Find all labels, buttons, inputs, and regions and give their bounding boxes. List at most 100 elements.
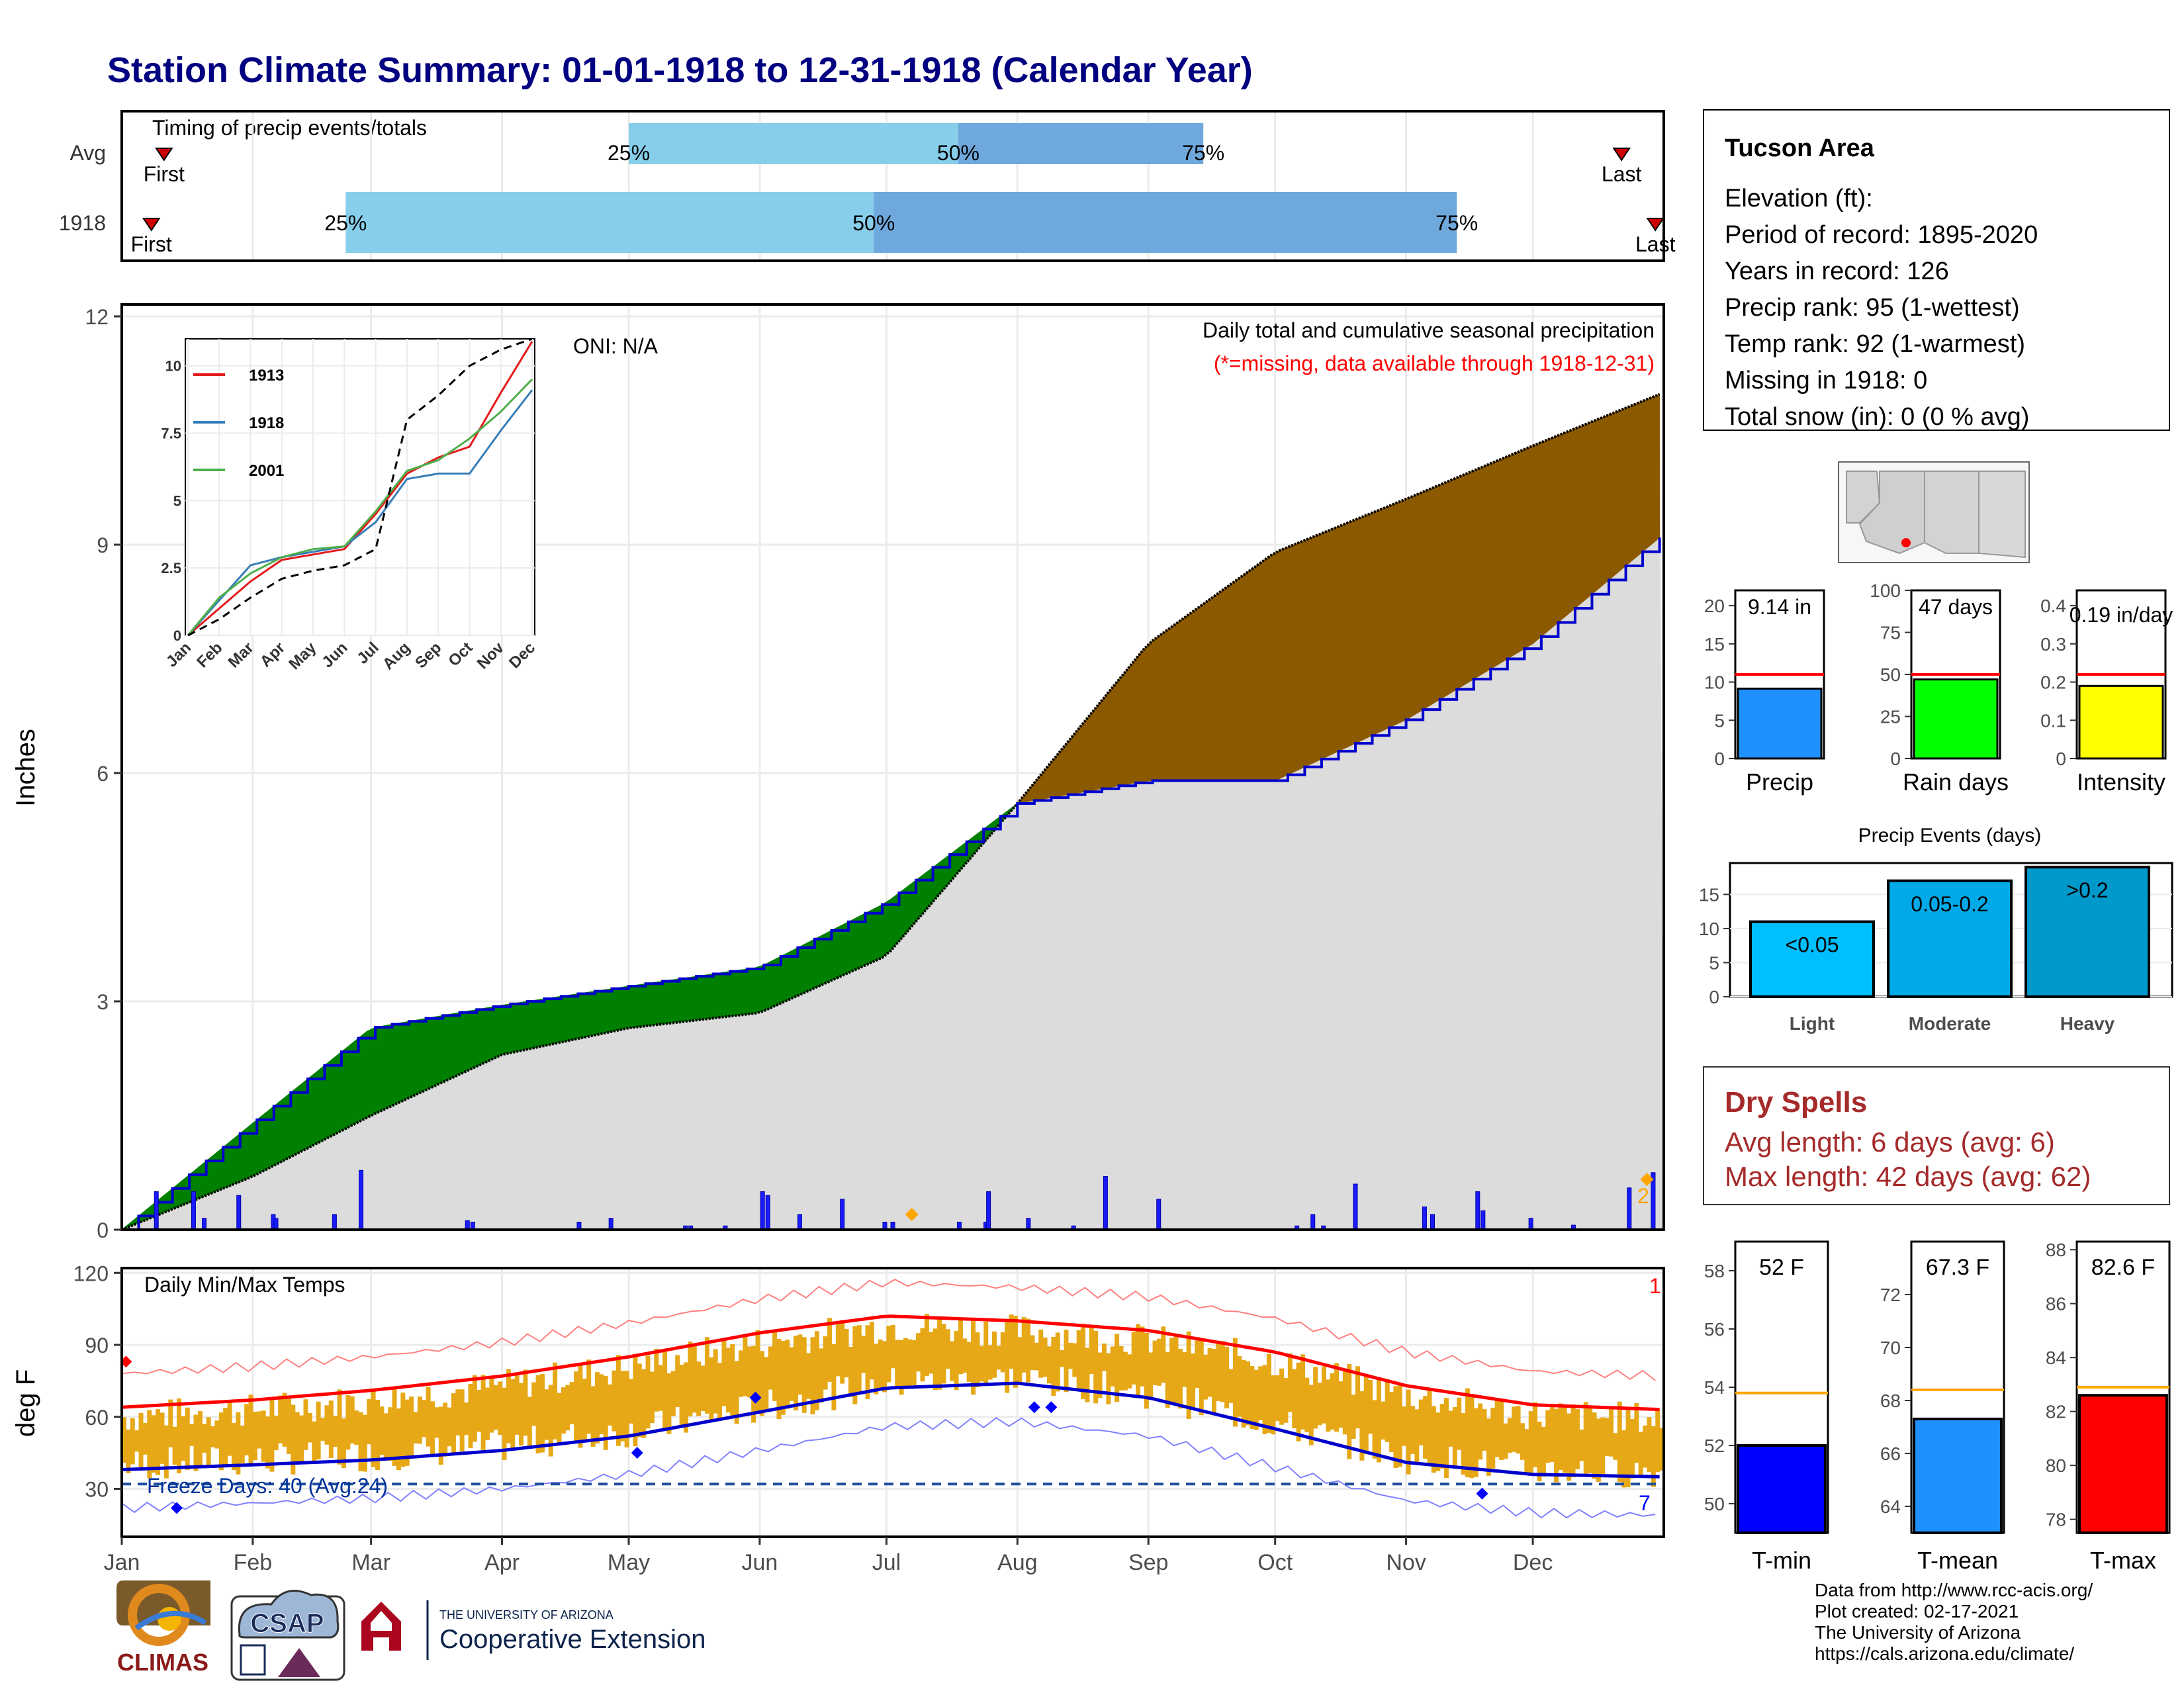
daily-temp-bar: [1613, 1433, 1618, 1460]
events-bar: [2025, 866, 2150, 999]
daily-temp-bar: [1250, 1365, 1255, 1430]
precip-diff-band: [1439, 480, 1449, 700]
daily-temp-bar: [422, 1400, 427, 1438]
daily-temp-bar: [776, 1338, 782, 1420]
precip-y-tick-label: 12: [85, 305, 109, 329]
daily-temp-bar: [1376, 1377, 1381, 1463]
daily-temp-bar: [1118, 1346, 1124, 1391]
precip-diff-band: [679, 977, 688, 1023]
daily-temp-bar: [168, 1399, 173, 1447]
daily-temp-bar: [1300, 1354, 1305, 1430]
daily-temp-bar: [971, 1320, 976, 1395]
daily-temp-bar: [206, 1417, 211, 1467]
station-location-marker: [1901, 538, 1911, 547]
missing-marker: [1640, 1173, 1654, 1187]
daily-temp-bar: [553, 1362, 558, 1440]
daily-temp-bar: [725, 1348, 731, 1413]
daily-temp-bar: [126, 1429, 131, 1474]
daily-temp-bar: [1127, 1354, 1132, 1389]
daily-temp-bar: [747, 1346, 752, 1398]
precip-diff-band: [1068, 730, 1077, 796]
daily-temp-bar: [1570, 1404, 1576, 1478]
precip-diff-band: [1414, 491, 1424, 715]
daily-temp-bar: [599, 1374, 604, 1435]
daily-temp-bar: [1355, 1366, 1360, 1429]
dry-spells-max: Max length: 42 days (avg: 62): [1725, 1161, 2091, 1192]
daily-temp-bar: [1457, 1397, 1462, 1450]
daily-temp-bar: [594, 1372, 600, 1443]
precip-diff-band: [1397, 498, 1407, 725]
daily-temp-bar: [472, 1375, 477, 1442]
precip-diff-band: [408, 1019, 418, 1099]
daily-temp-bar: [1258, 1366, 1263, 1420]
timing-p50-label: 50%: [937, 141, 979, 165]
daily-temp-bar: [1588, 1405, 1593, 1473]
daily-temp-bar: [455, 1389, 461, 1436]
daily-temp-bar: [451, 1393, 456, 1454]
daily-temp-bar: [468, 1384, 473, 1449]
precip-diff-band: [1321, 529, 1331, 760]
daily-precip-bar: [797, 1214, 802, 1230]
daily-temp-bar: [1478, 1403, 1483, 1460]
daily-temp-bar: [409, 1396, 414, 1455]
precip-diff-band: [611, 987, 621, 1032]
daily-temp-bar: [1038, 1329, 1044, 1378]
daily-temp-bar: [780, 1341, 786, 1415]
daily-temp-bar: [388, 1407, 393, 1461]
daily-temp-bar: [523, 1369, 528, 1436]
precip-diff-band: [1194, 603, 1204, 781]
timing-row-avg-label: Avg: [69, 141, 106, 165]
events-bar-label: Light: [1790, 1013, 1835, 1034]
precip-frame: [120, 303, 1665, 1231]
daily-temp-bar: [172, 1426, 177, 1465]
daily-temp-bar: [924, 1314, 929, 1377]
mini-bar-tick-label: 0: [1890, 749, 1901, 769]
daily-temp-bar: [1418, 1399, 1424, 1445]
daily-temp-bar: [489, 1377, 494, 1433]
temp-bar-tick-label: 88: [2046, 1240, 2066, 1260]
temp-bar-tick-label: 72: [1880, 1285, 1901, 1305]
daily-temp-bar: [886, 1326, 891, 1383]
precip-diff-band: [476, 1007, 486, 1068]
climas-logo-sun: [158, 1607, 181, 1631]
precip-diff-band: [1330, 526, 1339, 756]
precip-diff-band: [628, 984, 638, 1028]
daily-temp-bar: [586, 1359, 592, 1434]
daily-temp-bar: [801, 1337, 807, 1413]
daily-temp-bar: [1482, 1409, 1487, 1451]
daily-temp-bar: [1435, 1412, 1441, 1471]
daily-temp-bar: [1228, 1369, 1234, 1403]
month-label: Nov: [1386, 1550, 1426, 1575]
avg-tmin-line: [121, 1381, 1660, 1479]
daily-temp-bar: [755, 1330, 760, 1414]
daily-temp-bar: [831, 1344, 837, 1410]
daily-temp-bar: [569, 1382, 574, 1424]
precip-diff-band: [1135, 647, 1145, 784]
month-label: Aug: [997, 1550, 1038, 1575]
temp-bar-value: 52 F: [1759, 1255, 1804, 1280]
daily-temp-bar: [1465, 1388, 1470, 1477]
daily-temp-bar: [1567, 1413, 1572, 1481]
daily-temp-bar: [1089, 1327, 1094, 1374]
daily-temp-bar: [147, 1410, 152, 1479]
daily-temp-bar: [502, 1387, 507, 1460]
daily-temp-bar: [312, 1421, 317, 1463]
dry-spells-avg: Avg length: 6 days (avg: 6): [1725, 1126, 2055, 1158]
daily-temp-bar: [375, 1399, 380, 1471]
daily-temp-bar: [1131, 1332, 1136, 1385]
month-label: Feb: [234, 1550, 273, 1575]
inset-y-tick-label: 10: [165, 358, 181, 375]
mini-bar-label: Rain days: [1903, 768, 2009, 796]
daily-temp-bar: [945, 1329, 950, 1369]
mini-bar-value: 0.19 in/day: [2070, 603, 2173, 627]
ua-logo: THE UNIVERSITY OF ARIZONA Cooperative Ex…: [361, 1600, 705, 1660]
daily-temp-bar: [1292, 1369, 1297, 1429]
precip-diff-band: [1338, 522, 1347, 752]
temp-bar-tick-label: 64: [1880, 1496, 1901, 1517]
mini-bar-label: Intensity: [2077, 768, 2165, 796]
daily-temp-bar: [709, 1357, 714, 1422]
daily-precip-bar: [465, 1220, 470, 1230]
daily-temp-bar: [603, 1376, 608, 1450]
daily-temp-bar: [966, 1342, 972, 1382]
daily-temp-bar: [223, 1408, 228, 1465]
